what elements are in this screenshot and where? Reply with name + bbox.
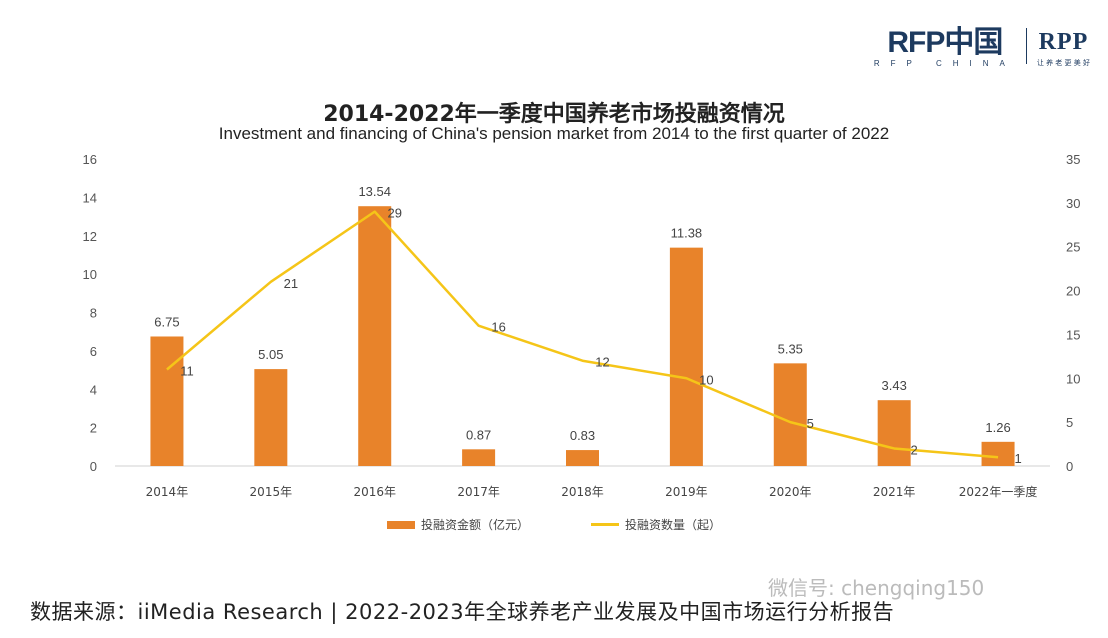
line-data-label: 1 [1014, 451, 1021, 466]
bar [773, 363, 807, 466]
bar [254, 369, 288, 466]
rpp-logo: RPP 让 养 老 更 美 好 [1037, 28, 1090, 68]
y-left-tick-label: 16 [83, 152, 97, 167]
bar-data-label: 11.38 [671, 226, 703, 241]
y-right-tick-label: 5 [1066, 415, 1073, 430]
chart-subtitle: Investment and financing of China's pens… [218, 124, 890, 143]
line-data-label: 16 [491, 320, 505, 335]
x-category-label: 2018年 [561, 485, 604, 499]
y-right-tick-label: 10 [1066, 371, 1080, 386]
y-right-tick-label: 15 [1066, 327, 1080, 342]
x-category-label: 2022年一季度 [959, 484, 1038, 499]
y-left-tick-label: 2 [90, 421, 97, 436]
bar [462, 449, 496, 466]
logo-rpp-subtext: 让 养 老 更 美 好 [1036, 59, 1090, 67]
logo-main-text: RFP中国 [887, 26, 1003, 59]
line-data-label: 2 [911, 442, 918, 457]
y-left-tick-label: 14 [83, 190, 97, 205]
x-category-label: 2020年 [769, 485, 812, 499]
bar [358, 206, 392, 467]
rfp-china-logo: RFP中国 RFP CHINA [874, 28, 1016, 69]
bar-data-label: 1.26 [985, 420, 1010, 435]
bar-data-label: 5.35 [778, 341, 803, 356]
series-line [166, 210, 999, 459]
legend-swatch-line [591, 523, 619, 526]
y-right-tick-label: 20 [1066, 284, 1080, 299]
x-category-label: 2016年 [353, 485, 396, 499]
bar-data-label: 0.83 [570, 428, 595, 443]
x-category-label: 2019年 [665, 485, 708, 499]
y-right-tick-label: 35 [1066, 152, 1080, 167]
line-data-label: 29 [387, 206, 401, 221]
legend-label-bar: 投融资金额（亿元） [420, 518, 529, 532]
y-left-tick-label: 6 [90, 344, 97, 359]
legend-label-line: 投融资数量（起） [625, 518, 722, 532]
logo: RFP中国 RFP CHINA RPP 让 养 老 更 美 好 [874, 28, 1090, 69]
bar [981, 441, 1015, 466]
bar-data-label: 5.05 [258, 347, 283, 362]
y-right-tick-label: 0 [1066, 459, 1073, 474]
y-left-tick-label: 4 [90, 382, 97, 397]
bar-data-label: 3.43 [882, 378, 907, 393]
legend-item-line: 投融资数量（起） [591, 516, 721, 533]
legend-item-bar: 投融资金额（亿元） [386, 516, 529, 533]
x-category-label: 2021年 [873, 485, 916, 499]
bar-data-label: 0.87 [466, 427, 491, 442]
line-data-label: 5 [807, 416, 814, 431]
y-left-tick-label: 0 [90, 459, 97, 474]
logo-main-subtext: RFP CHINA [873, 59, 1016, 68]
line-data-label: 11 [180, 364, 194, 379]
line-data-label: 21 [284, 276, 298, 291]
chart-title: 2014-2022年一季度中国养老市场投融资情况 [323, 102, 785, 127]
line-data-label: 10 [699, 372, 713, 387]
x-category-label: 2014年 [146, 485, 189, 499]
bar [150, 336, 184, 466]
y-right-tick-label: 25 [1066, 240, 1080, 255]
logo-divider [1025, 28, 1027, 64]
legend-swatch-bar [386, 520, 415, 529]
x-category-label: 2017年 [457, 485, 500, 499]
bar [566, 450, 599, 466]
source-note: 数据来源：iiMedia Research | 2022-2023年全球养老产业… [30, 600, 895, 624]
logo-rpp-text: RPP [1038, 29, 1089, 55]
bar [877, 400, 911, 466]
y-right-tick-label: 30 [1066, 196, 1080, 211]
x-category-label: 2015年 [250, 485, 293, 499]
y-left-tick-label: 10 [83, 267, 97, 282]
chart-legend: 投融资金额（亿元） 投融资数量（起） [0, 516, 1108, 533]
watermark: 微信号: chengqing150 [768, 576, 985, 600]
bar-data-label: 6.75 [154, 314, 179, 329]
bar-data-label: 13.54 [358, 184, 391, 199]
line-data-label: 12 [595, 355, 609, 370]
bar [669, 247, 703, 466]
y-left-tick-label: 12 [83, 229, 97, 244]
y-left-tick-label: 8 [90, 306, 97, 321]
